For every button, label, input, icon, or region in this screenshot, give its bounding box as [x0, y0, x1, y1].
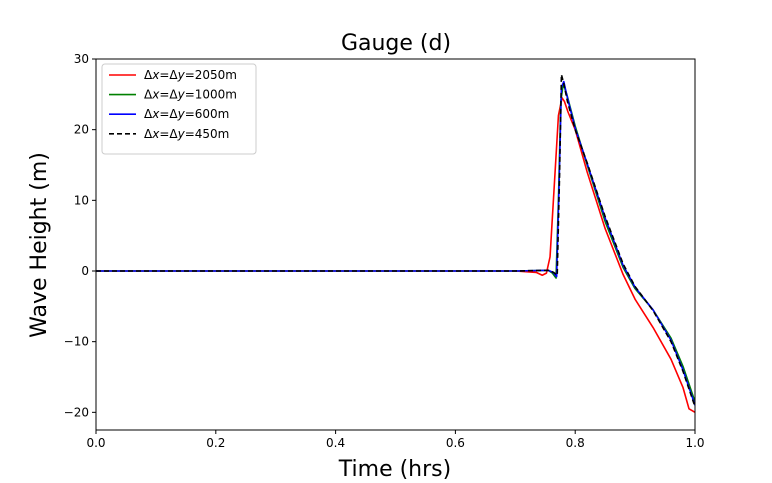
- x-tick-label: 0.6: [446, 436, 465, 450]
- x-axis: 0.0 0.2 0.4 0.6 0.8 1.0: [86, 430, 705, 450]
- x-tick-label: 0.2: [206, 436, 225, 450]
- x-axis-title: Time (hrs): [338, 457, 451, 482]
- series-line-1: [96, 97, 695, 414]
- x-tick-label: 0.0: [86, 436, 105, 450]
- y-tick-label: 10: [74, 193, 89, 207]
- x-tick-label: 0.8: [566, 436, 585, 450]
- legend-label-1: Δx=Δy=2050m: [144, 68, 237, 82]
- plot-frame: [95, 58, 696, 431]
- y-axis-title: Wave Height (m): [27, 152, 52, 338]
- y-tick-label: −20: [64, 405, 89, 419]
- legend: Δx=Δy=2050m Δx=Δy=1000m Δx=Δy=600m Δx=Δy=45…: [101, 63, 257, 155]
- chart-title: Gauge (d): [341, 31, 451, 56]
- plot-area: [95, 58, 696, 431]
- y-tick-label: 20: [74, 123, 89, 137]
- y-tick-label: 30: [74, 52, 89, 66]
- y-axis: −20 −10 0 10 20 30: [64, 52, 96, 419]
- x-tick-label: 1.0: [685, 436, 704, 450]
- series-line-4: [96, 73, 695, 407]
- x-tick-label: 0.4: [326, 436, 345, 450]
- legend-label-3: Δx=Δy=600m: [144, 107, 229, 121]
- y-tick-label: 0: [81, 264, 89, 278]
- legend-label-2: Δx=Δy=1000m: [144, 88, 237, 102]
- legend-label-4: Δx=Δy=450m: [144, 127, 229, 141]
- series-layer: [96, 73, 695, 414]
- legend-box: [101, 63, 257, 155]
- y-tick-label: −10: [64, 335, 89, 349]
